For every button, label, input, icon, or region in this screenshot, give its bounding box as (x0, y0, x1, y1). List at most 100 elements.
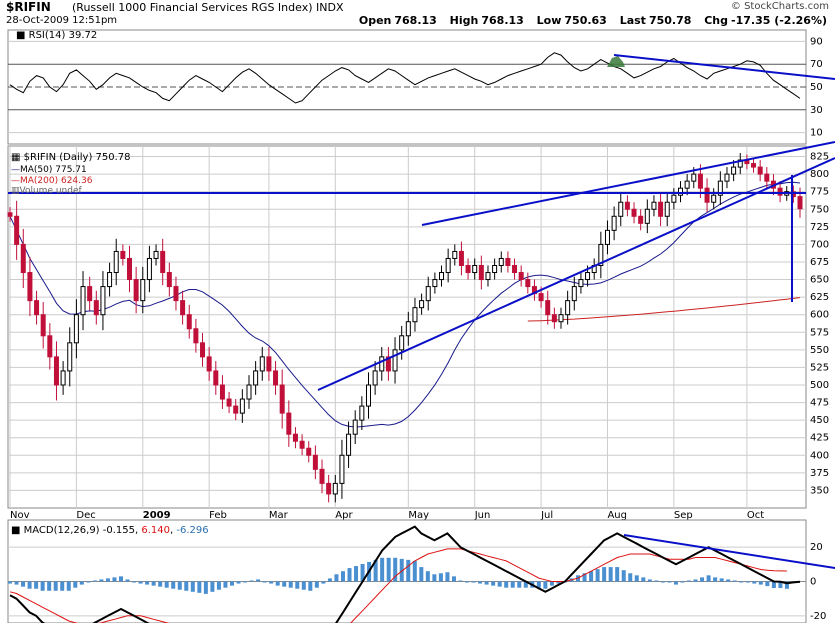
candle-body (246, 384, 252, 400)
candle-body (273, 370, 279, 386)
macd-hist-bar (765, 581, 770, 587)
price-tick-label: 475 (810, 398, 829, 409)
x-tick-label: Jun (474, 510, 491, 521)
candle-body (512, 264, 518, 274)
macd-hist-bar (726, 579, 731, 582)
price-candle (67, 327, 73, 387)
macd-hist-bar (673, 581, 678, 585)
candle-body (664, 201, 670, 217)
macd-hist-bar (386, 557, 391, 582)
macd-hist-bar (621, 570, 626, 582)
price-tick-label: 675 (810, 257, 829, 268)
price-candle (644, 199, 650, 234)
candle-body (34, 300, 40, 316)
macd-hist-bar (667, 581, 672, 583)
candle-body (60, 370, 66, 386)
candle-body (651, 201, 657, 210)
macd-legend: ■ MACD(12,26,9) -0.155, 6.140, -6.296 (11, 525, 209, 536)
price-candle (153, 244, 159, 266)
price-candle (7, 207, 13, 222)
candle-body (107, 272, 113, 288)
macd-hist-bar (713, 577, 718, 582)
macd-hist-bar (745, 581, 750, 583)
macd-title: MACD(12,26,9) (24, 525, 100, 536)
macd-hist-bar (79, 581, 84, 585)
candle-body (160, 250, 166, 274)
price-candle (93, 290, 99, 325)
price-title: $RIFIN (Daily) 750.78 (24, 152, 131, 163)
macd-hist-bar (216, 581, 221, 590)
price-candle (312, 445, 318, 480)
macd-hist-bar (314, 581, 319, 588)
candle-body (472, 264, 478, 274)
price-candle (160, 238, 166, 286)
price-candle (319, 459, 325, 494)
price-candle (678, 181, 684, 203)
candle-body (93, 300, 99, 316)
candle-body (465, 264, 471, 274)
price-tick-label: 400 (810, 450, 829, 461)
price-candle (458, 241, 464, 276)
macd-hist-bar (491, 581, 496, 586)
price-candle (684, 174, 690, 196)
candle-body (405, 321, 411, 337)
candle-body (253, 370, 259, 386)
macd-hist-bar (288, 581, 293, 588)
candle-body (684, 180, 690, 189)
candle-body (20, 243, 26, 274)
macd-tick-label: -20 (810, 611, 826, 622)
symbol-title: $RIFIN (6, 0, 51, 14)
price-candle (292, 427, 298, 449)
chart-datetime: 28-Oct-2009 12:51pm (6, 15, 118, 26)
rsi-legend: ■ RSI(14) 39.72 (16, 30, 97, 41)
price-candle (445, 248, 451, 283)
macd-hist-bar (125, 579, 130, 582)
macd-histogram (8, 557, 789, 594)
price-candle (731, 160, 737, 182)
price-candle (485, 265, 491, 287)
price-tick-label: 600 (810, 310, 829, 321)
macd-hist-bar (706, 575, 711, 582)
macd-hist-bar (105, 578, 110, 582)
price-candle (565, 290, 571, 325)
price-tick-label: 650 (810, 275, 829, 286)
candle-body (193, 328, 199, 344)
macd-hist-bar (373, 559, 378, 582)
macd-hist-bar (432, 574, 437, 582)
candle-body (14, 215, 20, 245)
ma200-line (527, 297, 801, 322)
macd-hist-bar (262, 581, 267, 583)
macd-hist-bar (399, 558, 404, 582)
chg-value: -17.35 (-2.26%) (731, 14, 827, 27)
price-candle (40, 302, 46, 349)
candle-body (671, 194, 677, 203)
x-tick-label: Oct (747, 510, 764, 521)
macd-hist-bar (419, 567, 424, 582)
macd-hist-bar (380, 557, 385, 582)
last-label: Last (619, 14, 646, 27)
price-candle (113, 238, 119, 286)
price-tick-label: 625 (810, 292, 829, 303)
rsi-panel: 90 70 50 30 10 ■ RSI(14) 39.72 (7, 29, 835, 145)
macd-hist-bar (275, 581, 280, 586)
macd-hist-bar (60, 581, 65, 591)
x-tick-label: Mar (269, 510, 289, 521)
price-candle (498, 251, 504, 273)
macd-hist-bar (360, 563, 365, 582)
price-candle (286, 400, 292, 447)
candle-body (266, 356, 272, 372)
price-tick-label: 350 (810, 485, 829, 496)
price-candle (525, 272, 531, 294)
price-candle (465, 258, 471, 280)
macd-hist-bar (739, 581, 744, 583)
macd-hist-bar (693, 579, 698, 582)
x-tick-label: Dec (76, 510, 95, 521)
price-candle (60, 361, 66, 395)
macd-hist-bar (203, 581, 208, 594)
macd-hist-bar (21, 581, 26, 587)
macd-hist-bar (771, 581, 776, 588)
candle-body (565, 300, 571, 316)
candle-body (332, 482, 338, 495)
candle-body (717, 180, 723, 196)
